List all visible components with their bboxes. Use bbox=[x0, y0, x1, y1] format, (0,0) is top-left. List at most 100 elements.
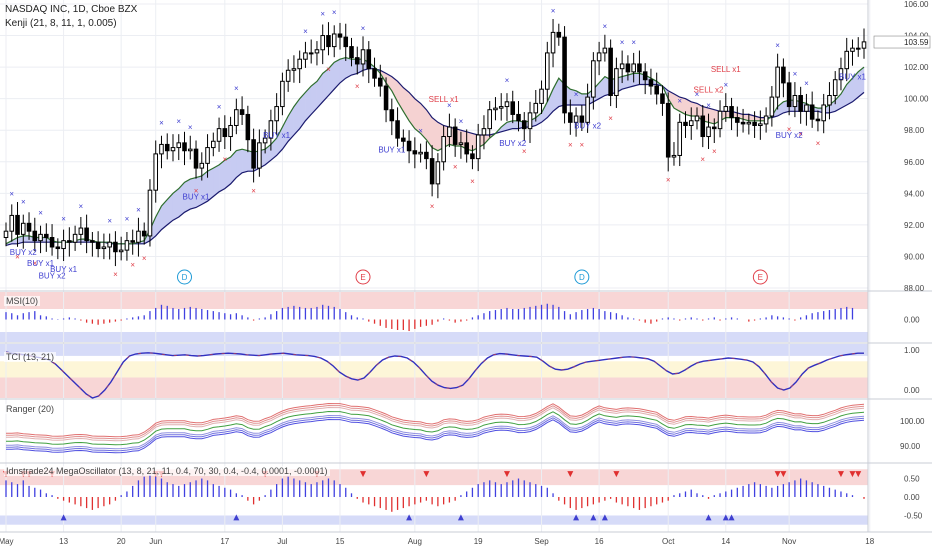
candle bbox=[786, 71, 792, 116]
event-marker-3: E bbox=[752, 269, 768, 285]
candle-body bbox=[487, 109, 492, 130]
candle-body bbox=[775, 66, 780, 98]
candle-body bbox=[44, 233, 49, 239]
candle bbox=[602, 34, 608, 62]
candle bbox=[95, 231, 101, 258]
price-tick-5: 96.00 bbox=[904, 158, 925, 167]
ranger-band-6 bbox=[5, 418, 865, 454]
candle-body bbox=[234, 109, 239, 126]
price-tick-3: 100.00 bbox=[904, 95, 929, 104]
mega-up-arrow bbox=[722, 514, 729, 521]
candle-body bbox=[441, 136, 446, 163]
bottom-x-marker: × bbox=[430, 202, 435, 211]
candle bbox=[153, 140, 159, 203]
candle bbox=[493, 97, 498, 121]
time-tick-11: Oct bbox=[662, 537, 675, 546]
event-circle bbox=[355, 269, 371, 285]
event-letter: D bbox=[182, 273, 188, 282]
time-tick-13: Nov bbox=[782, 537, 796, 546]
megaoscillator-panel-label: Idnstrade24 MegaOscillator (13, 8, 21, 1… bbox=[4, 466, 330, 476]
candle-body bbox=[78, 227, 84, 235]
candle bbox=[55, 238, 61, 260]
event-circle bbox=[752, 269, 768, 285]
candle-body bbox=[32, 230, 38, 242]
signal-label-7: SELL x1 bbox=[429, 95, 459, 104]
candle bbox=[182, 131, 187, 166]
candle-body bbox=[855, 47, 861, 50]
candle-body bbox=[539, 88, 544, 104]
bottom-x-marker: × bbox=[700, 155, 705, 164]
candle bbox=[821, 93, 826, 134]
mega-up-arrow bbox=[573, 514, 580, 521]
candle bbox=[418, 143, 423, 163]
candle bbox=[164, 133, 170, 160]
candle bbox=[758, 110, 763, 140]
bottom-x-marker: × bbox=[816, 139, 821, 148]
candle bbox=[326, 22, 331, 56]
candle bbox=[170, 134, 176, 162]
candle bbox=[585, 83, 590, 133]
candle-body bbox=[481, 128, 487, 136]
candle-body bbox=[458, 142, 464, 145]
candle-body bbox=[274, 106, 279, 122]
kenji-cloud bbox=[5, 56, 865, 246]
msi-tick: 0.00 bbox=[904, 316, 920, 325]
candle-body bbox=[591, 60, 596, 98]
cloud-segment bbox=[627, 73, 634, 88]
top-x-marker: × bbox=[505, 76, 510, 85]
tci-signal-line bbox=[5, 351, 864, 399]
candle bbox=[187, 135, 193, 160]
candle-body bbox=[694, 115, 700, 122]
candle bbox=[798, 86, 803, 124]
candle-body bbox=[3, 230, 9, 239]
candle-body bbox=[861, 41, 867, 49]
candle bbox=[67, 227, 72, 257]
candle-body bbox=[113, 241, 118, 253]
signal-label-9: BUY x2 bbox=[574, 122, 602, 131]
bottom-x-marker: × bbox=[568, 141, 573, 150]
candle-body bbox=[245, 113, 251, 141]
candle bbox=[527, 101, 533, 144]
top-x-marker: × bbox=[125, 215, 130, 224]
candle-body bbox=[711, 126, 717, 130]
candle bbox=[510, 90, 516, 124]
candle bbox=[406, 130, 412, 164]
time-tick-10: 16 bbox=[595, 537, 604, 546]
candle-body bbox=[608, 47, 613, 97]
candle bbox=[15, 202, 20, 247]
candle bbox=[130, 229, 135, 255]
time-tick-2: 20 bbox=[117, 537, 126, 546]
candle-body bbox=[706, 126, 711, 138]
candle bbox=[706, 113, 711, 149]
candle-body bbox=[545, 52, 550, 90]
panel-band-1-0 bbox=[0, 344, 868, 356]
candle bbox=[498, 93, 504, 121]
candle-body bbox=[832, 79, 838, 97]
candle bbox=[556, 23, 562, 46]
price-tick-4: 98.00 bbox=[904, 126, 925, 135]
candle-body bbox=[763, 115, 769, 125]
candle-body bbox=[95, 241, 101, 250]
candle-body bbox=[251, 139, 256, 169]
top-x-marker: × bbox=[9, 189, 14, 198]
candle-body bbox=[752, 121, 757, 126]
bottom-x-marker: × bbox=[798, 130, 803, 139]
candle-body bbox=[671, 154, 677, 158]
candle-body bbox=[20, 222, 26, 235]
candle-body bbox=[67, 240, 72, 243]
candle-body bbox=[498, 106, 504, 109]
candle bbox=[124, 231, 130, 261]
candle-body bbox=[262, 137, 268, 144]
candle bbox=[297, 50, 302, 84]
candle-body bbox=[182, 142, 187, 152]
candle bbox=[61, 229, 66, 262]
candle bbox=[303, 41, 308, 68]
candle bbox=[274, 93, 279, 136]
candle bbox=[447, 113, 452, 148]
candle-body bbox=[798, 95, 803, 112]
candle bbox=[395, 107, 400, 147]
candle bbox=[343, 23, 349, 61]
candle bbox=[222, 115, 228, 149]
bottom-x-marker: × bbox=[222, 155, 227, 164]
candle bbox=[539, 80, 544, 114]
